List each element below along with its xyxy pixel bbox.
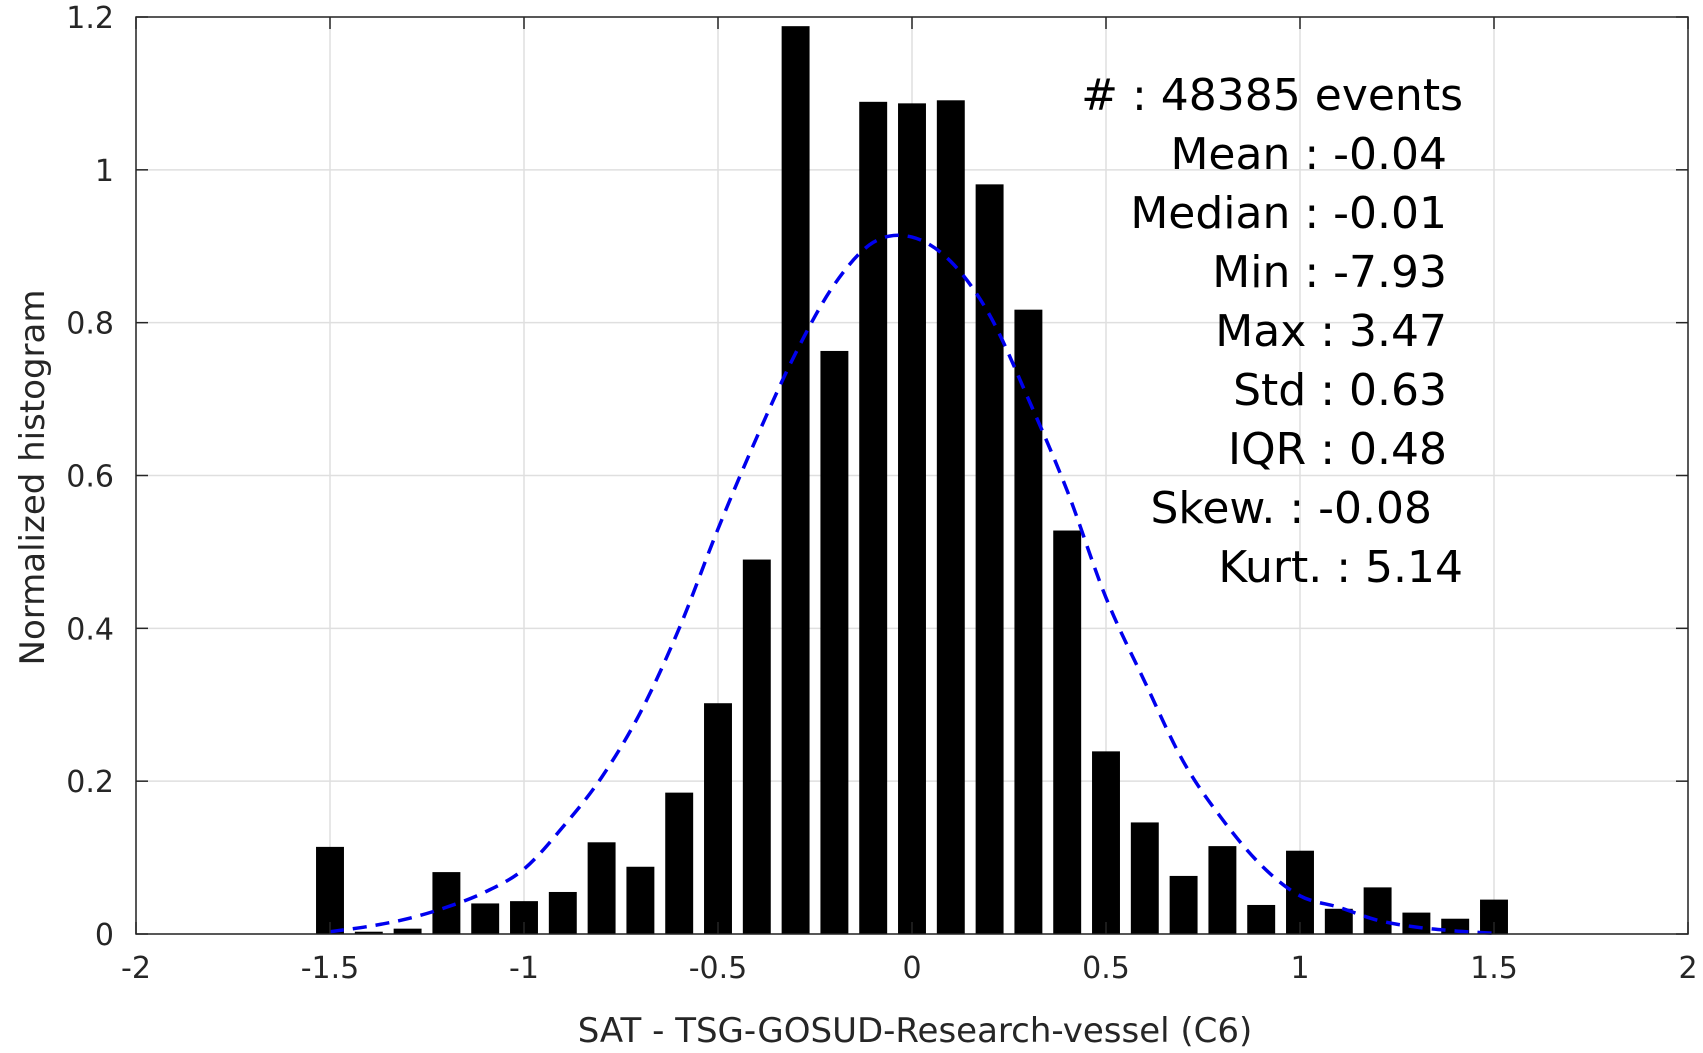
- histogram-bar: [626, 866, 655, 934]
- x-tick-label: 0: [902, 951, 921, 986]
- stats-line: Median : -0.01: [1130, 188, 1447, 239]
- histogram-bar: [1208, 846, 1237, 934]
- histogram-bar: [1286, 850, 1314, 934]
- stats-line: Max : 3.47: [1215, 306, 1447, 357]
- histogram-bar: [587, 842, 616, 934]
- y-tick-label: 1.2: [66, 1, 114, 36]
- x-tick-label: -2: [121, 951, 151, 986]
- histogram-bar: [742, 559, 771, 934]
- y-tick-label: 0.8: [66, 307, 114, 342]
- x-tick-label: 1: [1290, 951, 1309, 986]
- y-axis-title: Normalized histogram: [13, 290, 53, 666]
- stats-line: Kurt. : 5.14: [1218, 542, 1463, 593]
- axis-ticks: [135, 16, 1689, 935]
- histogram-bar: [354, 931, 383, 934]
- x-tick-label: 2: [1678, 951, 1697, 986]
- stats-annotation: # : 48385 events Mean : -0.04 Median : -0.…: [1081, 70, 1463, 593]
- histogram-bar: [1247, 904, 1276, 934]
- x-tick-label: -1.5: [301, 951, 360, 986]
- stats-line: Skew. : -0.08: [1151, 483, 1433, 534]
- histogram-bar: [1169, 875, 1198, 934]
- y-tick-label: 1: [95, 154, 114, 189]
- y-tick-label: 0.4: [66, 612, 114, 647]
- histogram-bar: [1014, 309, 1043, 934]
- histogram-bar: [393, 928, 422, 934]
- gaussian-fit-curve: [329, 233, 1495, 935]
- histogram-bar: [1092, 751, 1120, 934]
- x-tick-label: 0.5: [1082, 951, 1130, 986]
- histogram-bars: [316, 26, 1508, 935]
- histogram-bar: [936, 100, 965, 934]
- histogram-bar: [432, 872, 461, 934]
- histogram-bar: [1324, 908, 1353, 934]
- histogram-bar: [1402, 912, 1431, 934]
- stats-line: # : 48385 events: [1081, 70, 1463, 121]
- stats-line: IQR : 0.48: [1228, 424, 1447, 475]
- stats-line: Mean : -0.04: [1170, 129, 1447, 180]
- histogram-bar: [859, 101, 888, 934]
- stats-line: Min : -7.93: [1212, 247, 1447, 298]
- x-axis-title: SAT - TSG-GOSUD-Research-vessel (C6): [578, 1011, 1253, 1051]
- y-tick-label: 0.2: [66, 765, 114, 800]
- histogram-bar: [316, 846, 344, 934]
- x-tick-label: -1: [509, 951, 539, 986]
- histogram-bar: [471, 903, 500, 934]
- histogram-bar: [704, 703, 732, 934]
- y-tick-labels: 0 0.2 0.4 0.6 0.8 1 1.2: [66, 1, 114, 953]
- histogram-bar: [548, 891, 577, 934]
- x-tick-labels: -2 -1.5 -1 -0.5 0 0.5 1 1.5 2: [121, 951, 1698, 986]
- x-tick-label: -0.5: [689, 951, 748, 986]
- histogram-bar: [898, 103, 926, 934]
- histogram-bar: [820, 350, 849, 935]
- histogram-bar: [665, 792, 694, 934]
- histogram-bar: [1130, 822, 1159, 934]
- x-tick-label: 1.5: [1470, 951, 1518, 986]
- histogram-bar: [1363, 887, 1392, 934]
- y-tick-label: 0: [95, 918, 114, 953]
- stats-line: Std : 0.63: [1233, 365, 1447, 416]
- y-tick-label: 0.6: [66, 460, 114, 495]
- histogram-bar: [781, 26, 810, 935]
- histogram-bar: [1053, 530, 1082, 934]
- histogram-bar: [975, 184, 1004, 935]
